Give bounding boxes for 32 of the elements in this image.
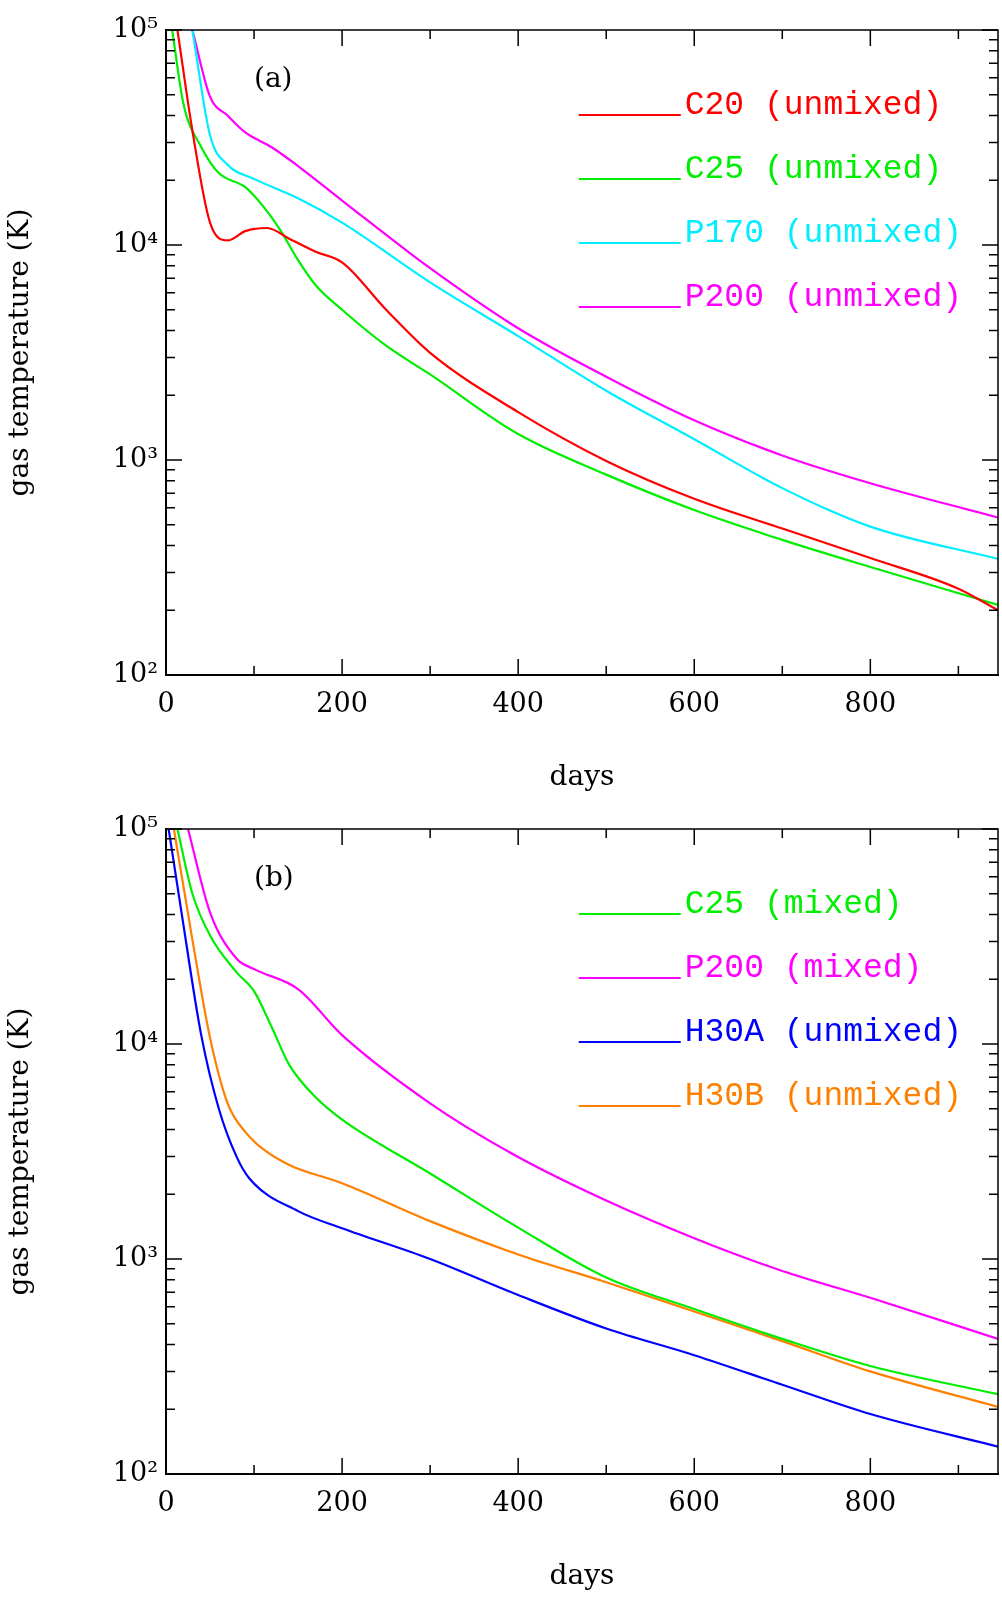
- x-axis-title: days: [549, 759, 615, 793]
- y-tick-label: 10⁵: [112, 811, 158, 843]
- x-tick-label: 600: [668, 1486, 721, 1518]
- x-tick-label: 0: [157, 687, 175, 719]
- legend-label: C25 (unmixed): [684, 150, 943, 188]
- y-tick-label: 10²: [112, 657, 158, 689]
- x-tick-label: 800: [844, 1486, 897, 1518]
- x-tick-label: 200: [316, 1486, 368, 1518]
- legend-label: C25 (mixed): [684, 885, 903, 923]
- x-tick-label: 800: [844, 687, 897, 719]
- x-axis-title: days: [549, 1558, 615, 1592]
- x-tick-label: 0: [157, 1486, 175, 1518]
- x-tick-label: 600: [668, 687, 721, 719]
- y-tick-label: 10²: [112, 1456, 158, 1488]
- legend-label: P200 (mixed): [684, 949, 923, 987]
- y-axis-title: gas temperature (K): [2, 1007, 36, 1296]
- y-tick-label: 10³: [112, 442, 158, 474]
- y-tick-label: 10⁴: [112, 1026, 158, 1058]
- y-tick-label: 10³: [112, 1241, 158, 1273]
- legend-label: P200 (unmixed): [684, 278, 962, 316]
- y-tick-label: 10⁵: [112, 12, 158, 44]
- x-tick-label: 200: [316, 687, 368, 719]
- y-tick-label: 10⁴: [112, 227, 158, 259]
- x-tick-label: 400: [492, 687, 544, 719]
- legend-label: C20 (unmixed): [684, 86, 943, 124]
- legend-label: H30B (unmixed): [684, 1077, 962, 1115]
- x-tick-label: 400: [492, 1486, 544, 1518]
- annotation: (b): [254, 860, 294, 894]
- legend-label: P170 (unmixed): [684, 214, 962, 252]
- annotation: (a): [254, 61, 293, 95]
- legend-label: H30A (unmixed): [684, 1013, 962, 1051]
- y-axis-title: gas temperature (K): [2, 208, 36, 497]
